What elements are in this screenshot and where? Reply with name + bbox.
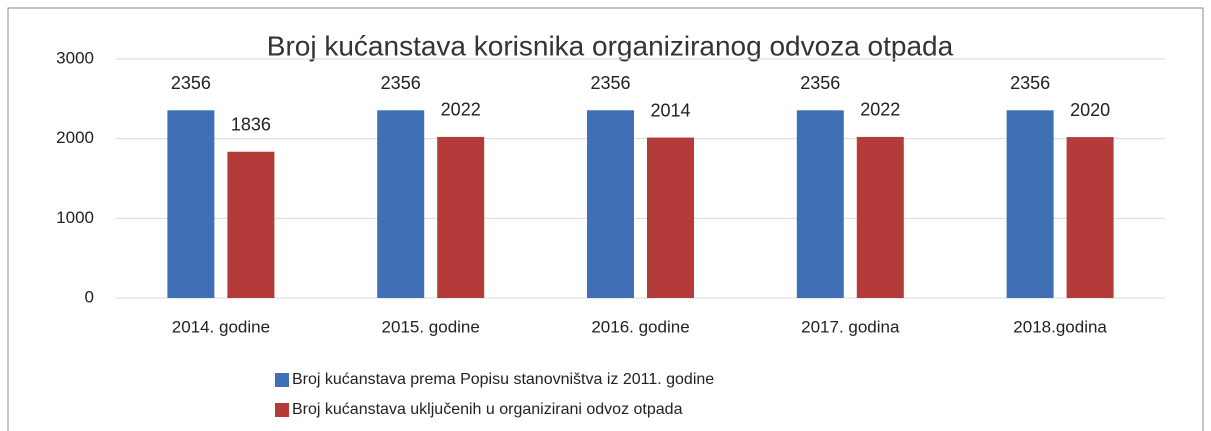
legend-label: Broj kućanstava uključenih u organiziran… xyxy=(292,401,683,418)
x-tick-label: 2018.godina xyxy=(1013,317,1107,336)
bar xyxy=(796,110,844,299)
chart-frame xyxy=(7,7,1204,431)
bar xyxy=(856,136,904,298)
bar xyxy=(437,136,485,298)
data-label: 2022 xyxy=(860,100,900,120)
bar xyxy=(377,110,425,299)
y-tick-label: 0 xyxy=(85,287,94,306)
data-label: 2356 xyxy=(171,73,211,93)
data-label: 1836 xyxy=(231,114,271,134)
data-label: 2356 xyxy=(590,73,630,93)
x-tick-label: 2016. godine xyxy=(591,317,689,336)
y-tick-label: 2000 xyxy=(56,128,94,147)
legend-swatch xyxy=(275,403,289,417)
bar xyxy=(1066,137,1114,298)
bar xyxy=(167,110,215,299)
legend-label: Broj kućanstava prema Popisu stanovništv… xyxy=(292,371,714,388)
bar xyxy=(1006,110,1054,299)
x-tick-label: 2017. godina xyxy=(801,317,900,336)
y-tick-label: 1000 xyxy=(56,208,94,227)
bar xyxy=(587,110,634,299)
bar xyxy=(647,137,694,298)
bar xyxy=(227,151,275,298)
x-tick-label: 2014. godine xyxy=(172,317,270,336)
legend-swatch xyxy=(275,373,289,387)
data-label: 2014 xyxy=(650,100,690,120)
y-tick-label: 3000 xyxy=(56,48,94,67)
x-tick-label: 2015. godine xyxy=(382,317,480,336)
data-label: 2356 xyxy=(800,73,840,93)
data-label: 2022 xyxy=(441,100,481,120)
data-label: 2356 xyxy=(381,73,421,93)
chart-title: Broj kućanstava korisnika organiziranog … xyxy=(267,30,954,61)
data-label: 2356 xyxy=(1010,73,1050,93)
data-label: 2020 xyxy=(1070,100,1110,120)
